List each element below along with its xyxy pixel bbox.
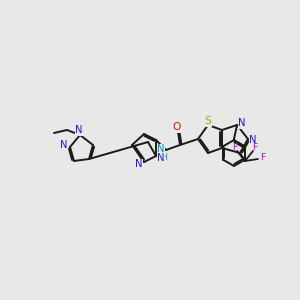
Text: F: F bbox=[232, 142, 238, 152]
Text: H: H bbox=[161, 152, 167, 161]
Text: F: F bbox=[252, 142, 258, 152]
Text: N: N bbox=[60, 140, 68, 150]
Text: F: F bbox=[260, 154, 266, 163]
Text: N: N bbox=[249, 135, 257, 145]
Text: S: S bbox=[205, 116, 212, 126]
Text: N: N bbox=[238, 118, 246, 128]
Text: N: N bbox=[135, 159, 143, 169]
Text: N: N bbox=[157, 153, 165, 163]
Text: O: O bbox=[173, 122, 181, 132]
Text: N: N bbox=[75, 125, 83, 135]
Text: N: N bbox=[157, 144, 165, 154]
